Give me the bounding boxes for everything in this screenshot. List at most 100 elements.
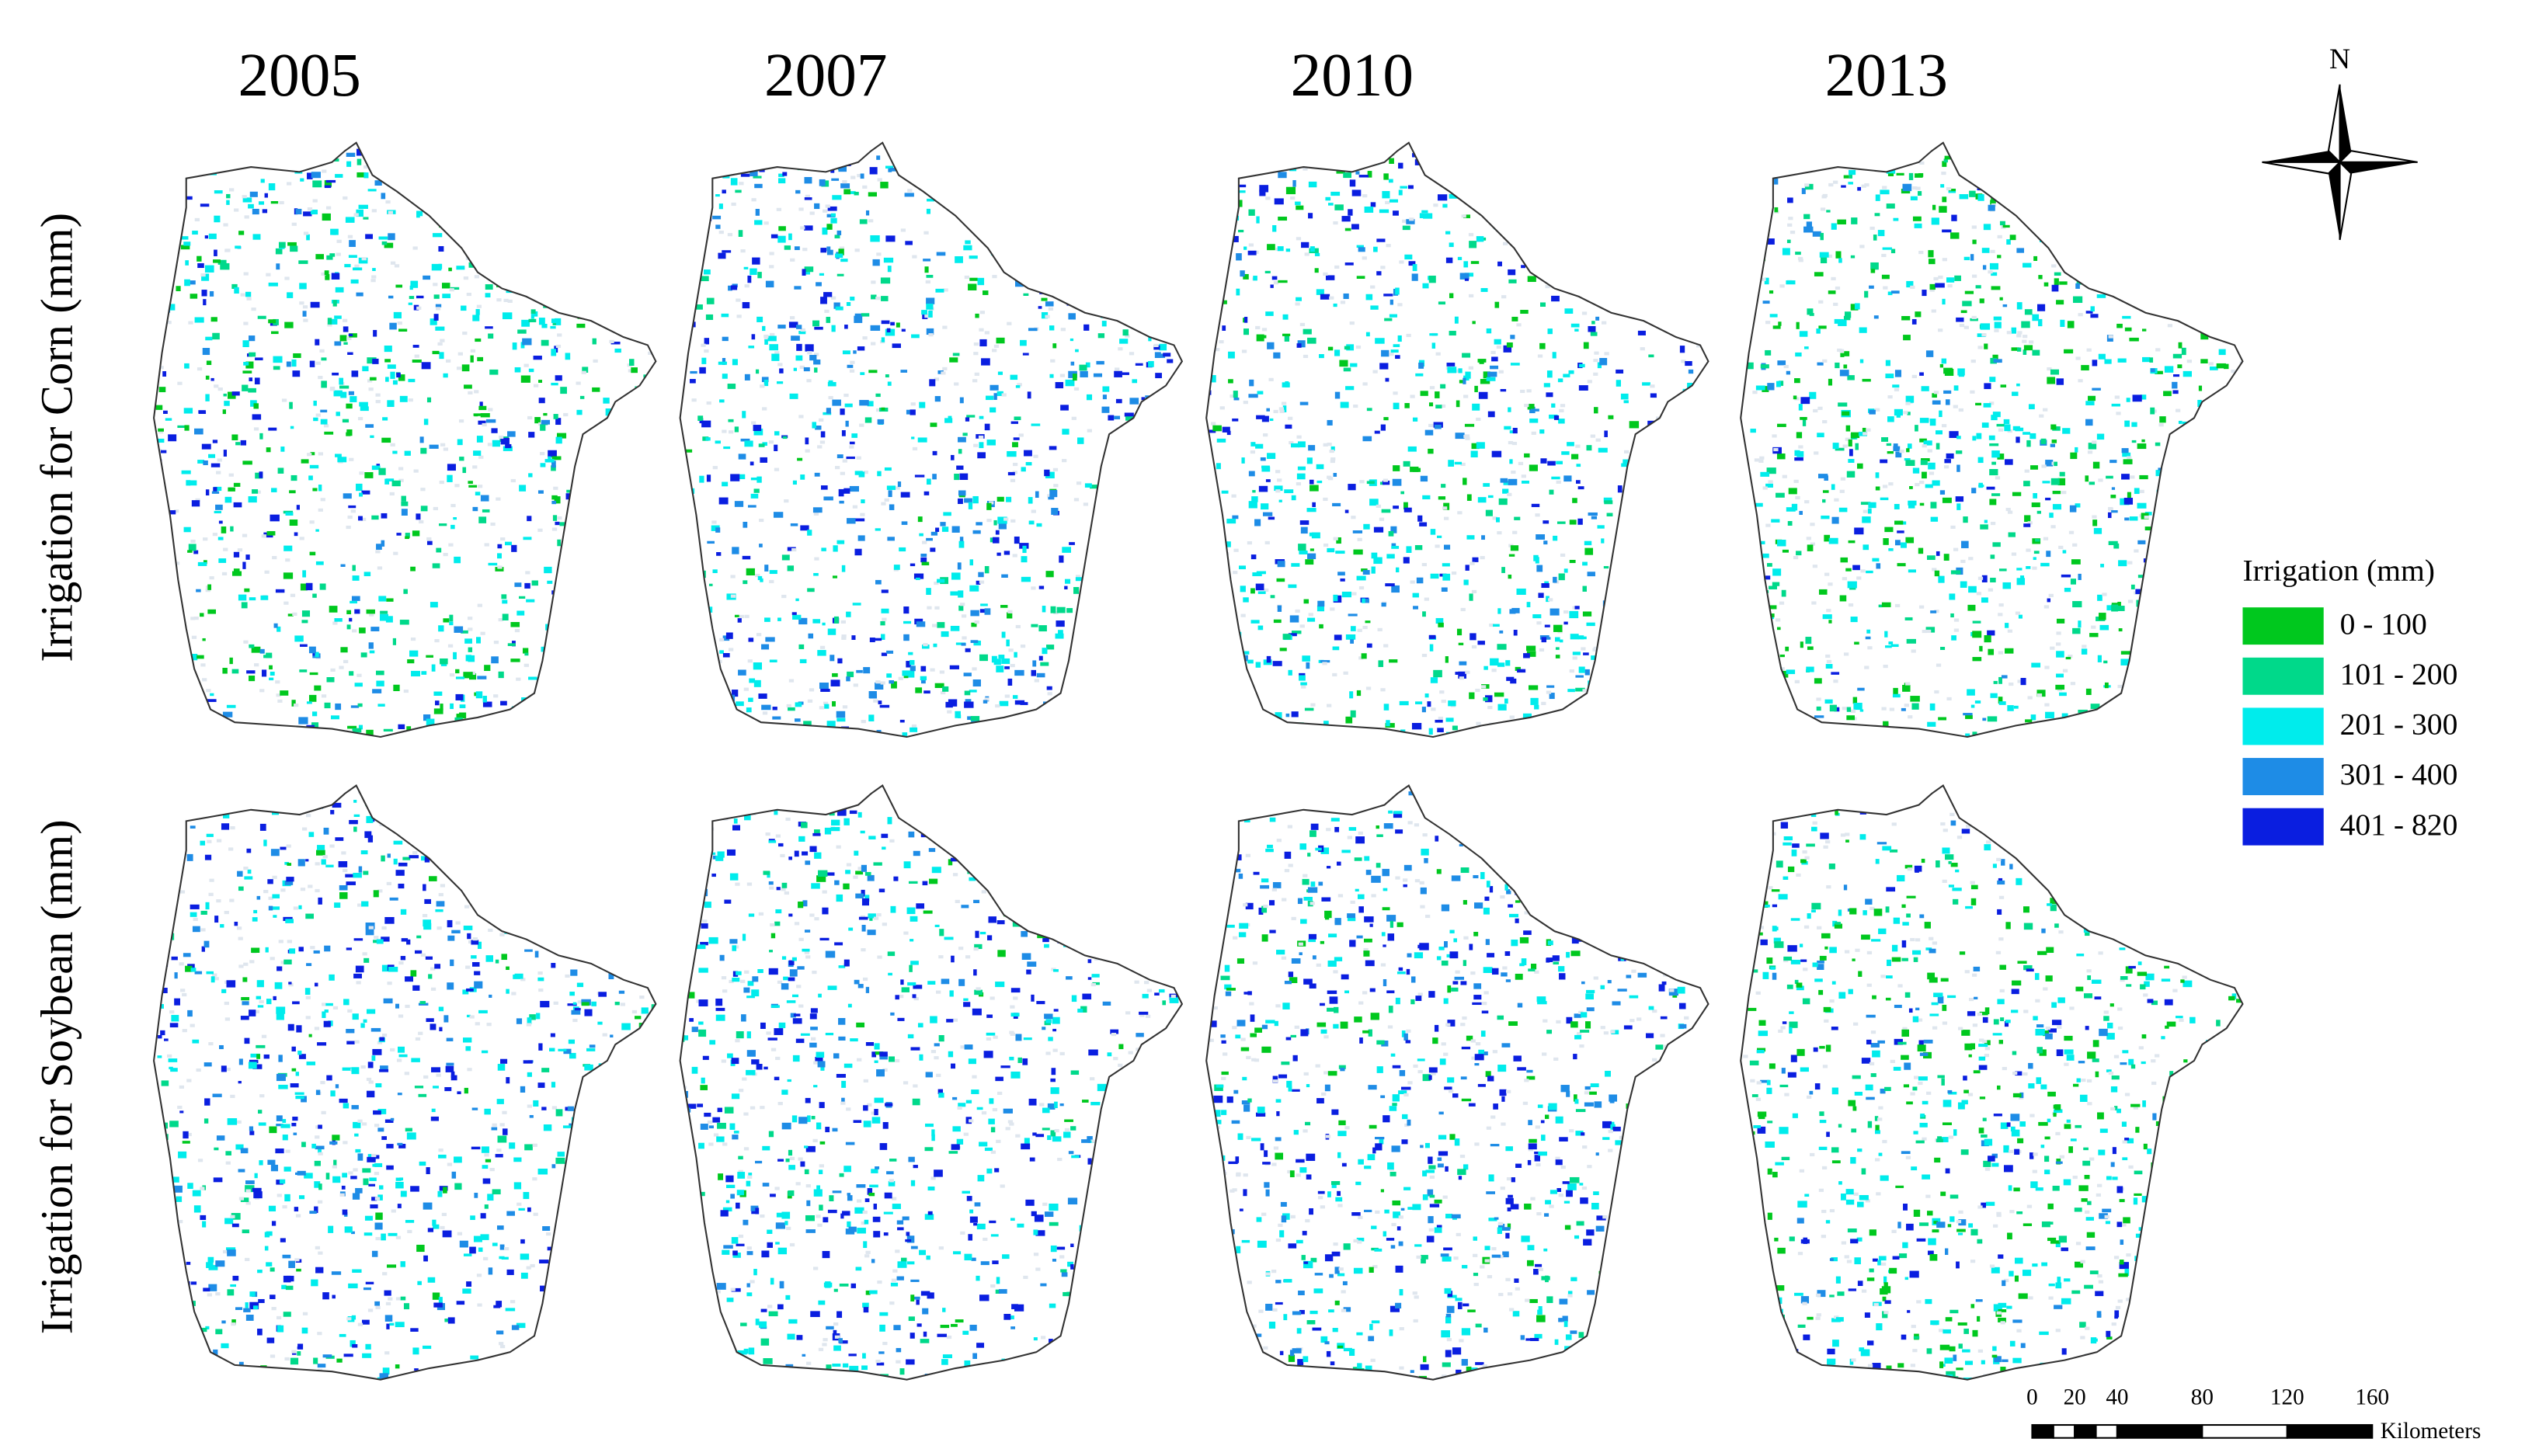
speckle — [1807, 646, 1814, 650]
speckle — [758, 443, 765, 447]
speckle — [259, 471, 263, 478]
speckle — [1602, 711, 1608, 715]
speckle — [1176, 420, 1181, 425]
speckle — [2179, 309, 2185, 313]
speckle — [1653, 631, 1661, 635]
speckle — [1867, 508, 1872, 514]
speckle — [613, 172, 619, 179]
speckle — [1988, 204, 1995, 211]
speckle — [408, 169, 418, 173]
speckle — [517, 329, 527, 334]
speckle — [1261, 466, 1271, 472]
speckle — [1129, 398, 1139, 405]
speckle — [1934, 609, 1939, 613]
speckle — [1022, 208, 1031, 216]
speckle — [1330, 191, 1341, 196]
speckle — [1314, 252, 1320, 256]
speckle — [840, 259, 848, 262]
speckle — [1619, 531, 1628, 539]
speckle — [2215, 154, 2221, 158]
speckle — [1998, 613, 2003, 617]
speckle — [166, 510, 176, 515]
speckle — [861, 313, 870, 317]
speckle — [1625, 574, 1630, 578]
speckle — [1810, 523, 1815, 526]
speckle — [2134, 182, 2140, 186]
speckle — [1084, 718, 1092, 725]
speckle — [1101, 321, 1107, 327]
speckle — [1629, 421, 1640, 429]
speckle — [477, 485, 483, 488]
speckle — [1652, 260, 1661, 264]
speckle — [1076, 615, 1082, 621]
speckle — [699, 475, 704, 483]
speckle — [1972, 436, 1977, 441]
speckle — [290, 245, 298, 252]
speckle — [540, 424, 546, 431]
speckle — [1486, 328, 1492, 334]
speckle — [2177, 693, 2182, 697]
speckle — [2193, 510, 2199, 518]
speckle — [367, 379, 373, 383]
speckle — [2185, 457, 2193, 464]
speckle — [771, 152, 775, 157]
speckle — [1403, 557, 1410, 564]
speckle — [1422, 495, 1431, 500]
speckle — [1593, 372, 1598, 376]
speckle — [1922, 444, 1927, 448]
speckle — [470, 224, 475, 228]
speckle — [1160, 248, 1166, 255]
speckle — [2230, 595, 2235, 600]
speckle — [158, 387, 166, 393]
speckle — [1451, 571, 1457, 575]
speckle — [1507, 492, 1512, 496]
speckle — [534, 311, 538, 317]
speckle — [1981, 575, 1988, 582]
speckle — [1497, 608, 1501, 614]
speckle — [1458, 642, 1464, 645]
speckle — [1240, 586, 1246, 592]
speckle — [212, 332, 220, 340]
speckle — [624, 502, 628, 507]
speckle — [425, 729, 434, 736]
map-outline — [153, 141, 657, 738]
speckle — [310, 452, 315, 456]
speckle — [2011, 327, 2017, 334]
speckle — [1558, 573, 1565, 581]
speckle — [820, 688, 830, 692]
speckle — [1299, 551, 1308, 554]
speckle — [326, 677, 335, 683]
speckle — [1883, 538, 1889, 545]
speckle — [594, 143, 603, 151]
speckle — [1452, 152, 1463, 158]
speckle — [1563, 259, 1570, 266]
speckle — [568, 234, 572, 238]
speckle — [1428, 634, 1436, 639]
speckle — [843, 393, 849, 398]
speckle — [599, 459, 606, 464]
speckle — [241, 728, 248, 732]
speckle — [690, 370, 697, 374]
speckle — [2058, 545, 2064, 549]
speckle — [497, 565, 503, 569]
speckle — [788, 233, 792, 241]
speckle — [1278, 407, 1285, 411]
speckle — [2070, 682, 2076, 686]
speckle — [751, 198, 756, 202]
speckle — [1923, 440, 1932, 446]
speckle — [1261, 503, 1269, 510]
speckle — [910, 563, 916, 567]
speckle — [1156, 328, 1167, 332]
speckle — [1418, 362, 1424, 369]
speckle — [2072, 627, 2081, 634]
speckle — [890, 321, 895, 326]
speckle — [907, 189, 913, 193]
speckle — [1052, 467, 1059, 471]
speckle — [949, 357, 958, 363]
speckle — [553, 486, 558, 490]
speckle — [1129, 572, 1139, 578]
speckle — [1743, 683, 1749, 686]
speckle — [852, 603, 861, 606]
map-fill — [1741, 143, 2243, 737]
speckle — [1305, 559, 1314, 565]
